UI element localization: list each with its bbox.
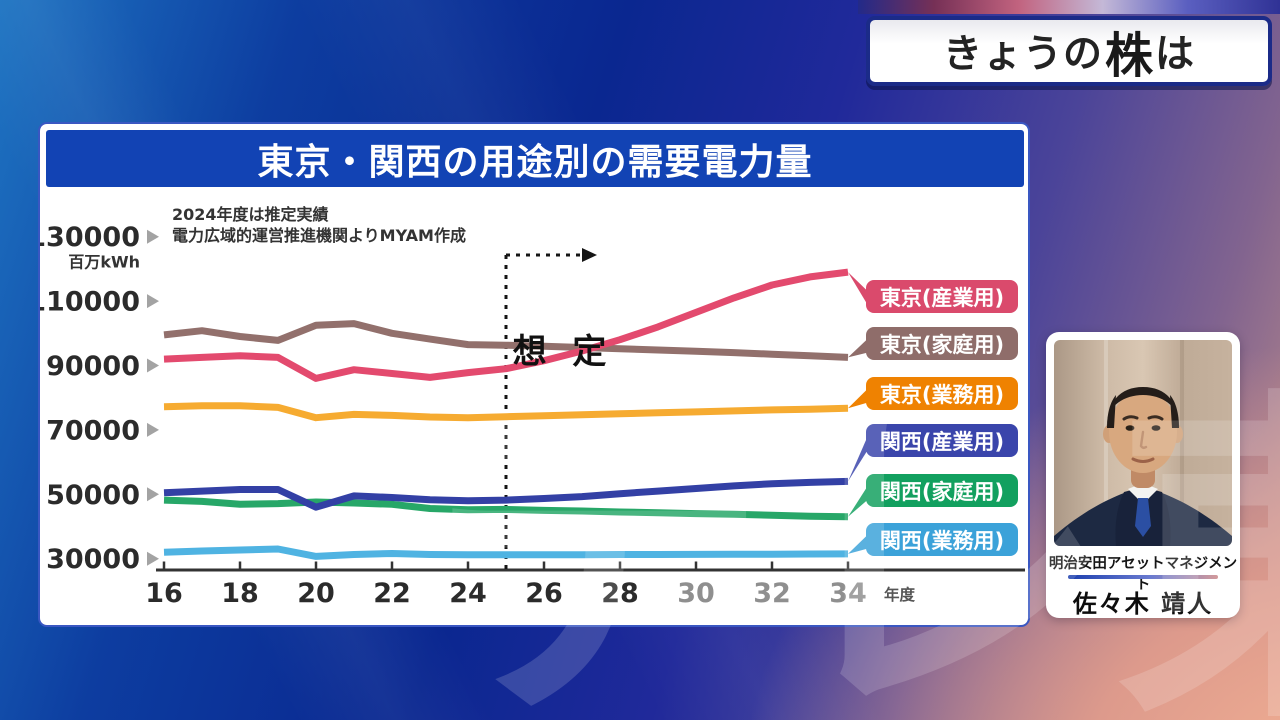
chart-note-line2: 電力広域的運営推進機関よりMYAM作成	[172, 226, 466, 245]
analyst-company: 明治安田アセットマネジメント	[1048, 556, 1238, 593]
y-tick-label: 90000	[46, 351, 140, 382]
series-badge-tail	[848, 534, 868, 554]
x-tick-label: 30	[677, 578, 715, 609]
forecast-annotation-label: 想 定	[512, 332, 614, 372]
series-badge: 関西(産業用)	[866, 424, 1018, 457]
analyst-card: 明治安田アセットマネジメント 佐々木 靖人	[1046, 332, 1240, 618]
program-title-part-emphasis: 株	[1104, 28, 1153, 84]
y-tick-label: 50000	[46, 480, 140, 511]
series-badge-label: 東京(家庭用)	[879, 332, 1005, 357]
series-badge-tail	[848, 485, 868, 517]
chart-card: 東京・関西の用途別の需要電力量 16 18 20 22 24 26 28 30 32 34 年度 30…	[38, 122, 1030, 627]
series-badge: 東京(業務用)	[866, 377, 1018, 410]
series-badge: 関西(家庭用)	[866, 474, 1018, 507]
y-tick-label: 30000	[46, 544, 140, 575]
x-tick-label: 24	[449, 578, 487, 609]
chart-source-note: 2024年度は推定実績 電力広域的運営推進機関よりMYAM作成	[172, 204, 466, 246]
x-tick-label: 16	[145, 578, 183, 609]
chart-title: 東京・関西の用途別の需要電力量	[257, 141, 813, 183]
demand-line-chart: 16 18 20 22 24 26 28 30 32 34 年度 30000 50000 70000 900…	[40, 222, 1025, 609]
series-badge-tail	[848, 435, 868, 482]
analyst-photo	[1054, 340, 1232, 546]
x-tick-label: 22	[373, 578, 411, 609]
y-tick-marker	[147, 358, 159, 373]
y-tick-marker	[147, 229, 159, 244]
series-badge-label: 関西(業務用)	[879, 528, 1005, 553]
y-tick-label: 70000	[46, 415, 140, 446]
y-tick-marker	[147, 294, 159, 309]
series-line-3	[163, 477, 849, 511]
y-tick-label: 110000	[40, 287, 140, 318]
x-tick-label: 26	[525, 578, 563, 609]
program-title-box: きょうの 株 は	[866, 16, 1272, 86]
y-axis-unit: 百万kWh	[68, 253, 140, 272]
series-line-2	[163, 402, 849, 422]
series-badge-tail	[848, 388, 868, 409]
series-line-1	[163, 320, 849, 361]
program-title-part: は	[1155, 32, 1196, 77]
series-badge-tail	[848, 338, 868, 358]
y-tick-label: 130000	[40, 222, 140, 253]
forecast-arrow-head	[582, 248, 597, 262]
series-badge-label: 関西(産業用)	[879, 429, 1005, 454]
x-tick-label: 34	[829, 578, 867, 609]
series-line-5	[163, 545, 849, 560]
analyst-portrait-illustration	[1054, 340, 1232, 546]
series-badge: 東京(家庭用)	[866, 327, 1018, 360]
program-title-part: きょうの	[942, 32, 1103, 77]
y-tick-marker	[147, 487, 159, 502]
x-tick-label: 28	[601, 578, 639, 609]
analyst-divider	[1068, 575, 1218, 579]
series-badge-tail	[848, 272, 868, 306]
y-tick-marker	[147, 422, 159, 437]
series-badge-label: 東京(業務用)	[879, 382, 1005, 407]
series-badge-label: 東京(産業用)	[879, 285, 1005, 310]
chart-title-bar: 東京・関西の用途別の需要電力量	[46, 130, 1024, 187]
series-line-0	[163, 268, 849, 382]
analyst-name: 佐々木 靖人	[1072, 590, 1214, 618]
series-badge-label: 関西(家庭用)	[879, 479, 1005, 504]
y-tick-marker	[147, 551, 159, 566]
chart-note-line1: 2024年度は推定実績	[172, 205, 329, 224]
x-tick-label: 32	[753, 578, 791, 609]
series-line-4	[163, 496, 849, 521]
x-tick-label: 18	[221, 578, 259, 609]
series-badge: 東京(産業用)	[866, 280, 1018, 313]
x-tick-label: 20	[297, 578, 335, 609]
x-axis-unit-label: 年度	[884, 585, 916, 604]
series-badge: 関西(業務用)	[866, 523, 1018, 556]
top-reflection-streak	[858, 0, 1280, 14]
